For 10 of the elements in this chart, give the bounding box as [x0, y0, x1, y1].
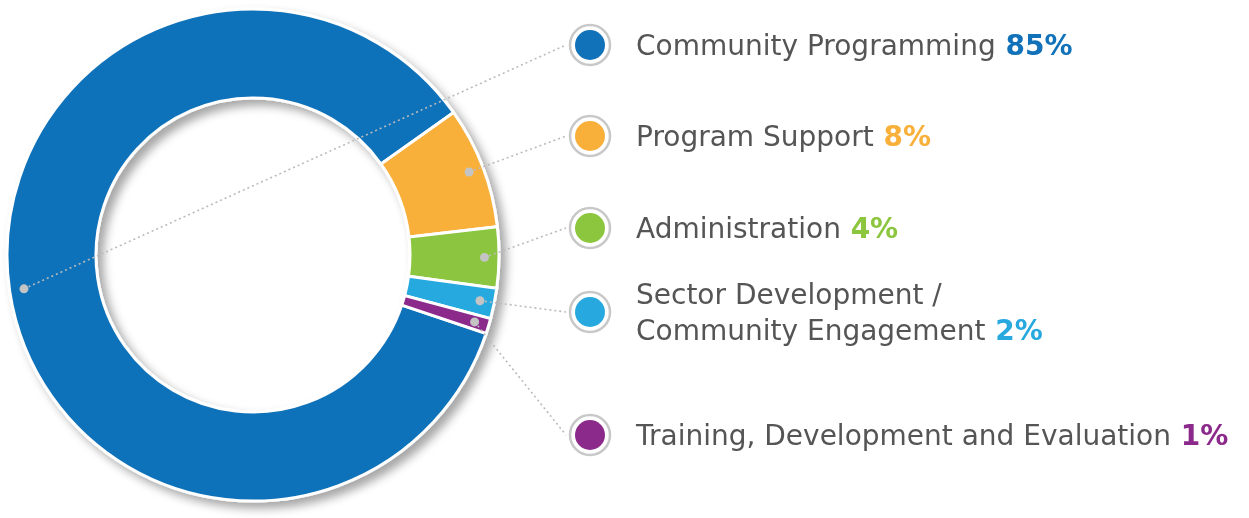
legend-label: Administration	[636, 212, 841, 245]
legend-label: Training, Development and Evaluation	[636, 419, 1171, 452]
data-label: 4%	[840, 212, 899, 245]
legend-label: Sector Development / Community Engagement	[636, 278, 986, 347]
data-label: 85%	[995, 29, 1073, 62]
legend-label: Program Support	[636, 120, 874, 153]
data-label: 8%	[873, 120, 932, 153]
data-label: 2%	[985, 314, 1043, 347]
legend-label: Community Programming	[636, 29, 996, 62]
data-label: 1%	[1171, 419, 1229, 452]
